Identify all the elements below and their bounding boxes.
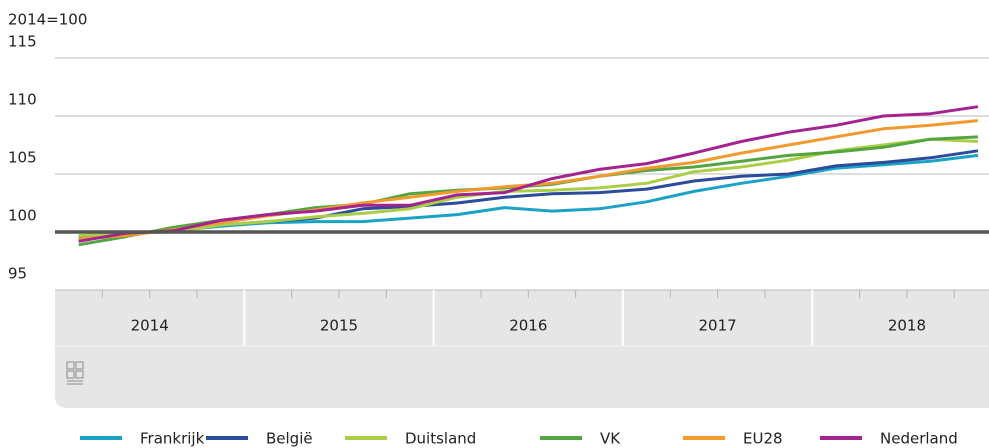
y-tick-label: 95	[8, 265, 27, 283]
legend-label: EU28	[743, 430, 783, 448]
y-tick-label: 110	[8, 91, 37, 109]
y-tick-label: 105	[8, 149, 37, 167]
legend-label: Nederland	[880, 430, 958, 448]
cbs-logo	[66, 361, 84, 385]
x-tick-label: 2017	[699, 317, 737, 335]
legend-label: Duitsland	[405, 430, 476, 448]
x-tick-label: 2018	[888, 317, 926, 335]
x-tick-label: 2016	[509, 317, 547, 335]
legend-label: België	[266, 430, 313, 448]
legend-label: VK	[600, 430, 621, 448]
series-line	[78, 105, 979, 243]
x-tick-label: 2014	[131, 317, 169, 335]
x-tick-label: 2015	[320, 317, 358, 335]
y-tick-label: 100	[8, 207, 37, 225]
x-axis-panel	[55, 290, 989, 408]
legend-label: Frankrijk	[140, 430, 205, 448]
y-tick-label: 115	[8, 33, 37, 51]
y-axis-label: 2014=100	[8, 11, 87, 29]
